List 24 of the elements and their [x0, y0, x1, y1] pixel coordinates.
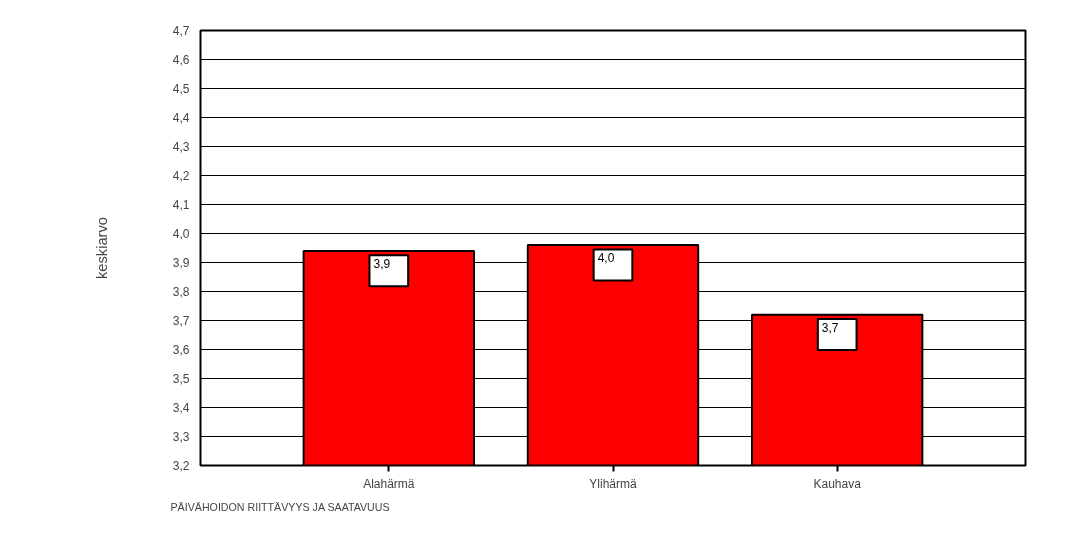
y-tick-label: 3,2: [172, 459, 190, 473]
y-tick-label: 4,4: [172, 111, 190, 125]
y-tick-label: 4,7: [172, 24, 190, 38]
x-axis-title: PÄIVÄHOIDON RIITTÄVYYS JA SAATAVUUS: [170, 500, 390, 513]
data-label: 4,0: [597, 251, 615, 266]
y-tick-label: 3,7: [172, 314, 190, 328]
x-tick-label: Ylihärmä: [589, 476, 637, 491]
y-tick-label: 3,6: [172, 343, 190, 357]
y-tick-label: 4,1: [172, 198, 190, 212]
data-label: 3,7: [821, 321, 839, 336]
y-tick-label: 3,8: [172, 285, 190, 299]
y-tick-label: 4,3: [172, 140, 190, 154]
y-tick-label: 3,4: [172, 401, 190, 415]
y-tick-label: 4,6: [172, 53, 190, 67]
data-label: 3,9: [373, 257, 391, 272]
x-tick-label: Alahärmä: [363, 476, 415, 491]
y-tick-label: 4,2: [172, 169, 190, 183]
x-tick-label: Kauhava: [813, 476, 862, 491]
y-axis-title: keskiarvo: [93, 217, 110, 279]
y-tick-label: 4,0: [172, 227, 190, 241]
y-tick-label: 4,5: [172, 82, 190, 96]
y-tick-label: 3,3: [172, 430, 190, 444]
y-tick-label: 3,5: [172, 372, 190, 386]
y-tick-label: 3,9: [172, 256, 190, 270]
